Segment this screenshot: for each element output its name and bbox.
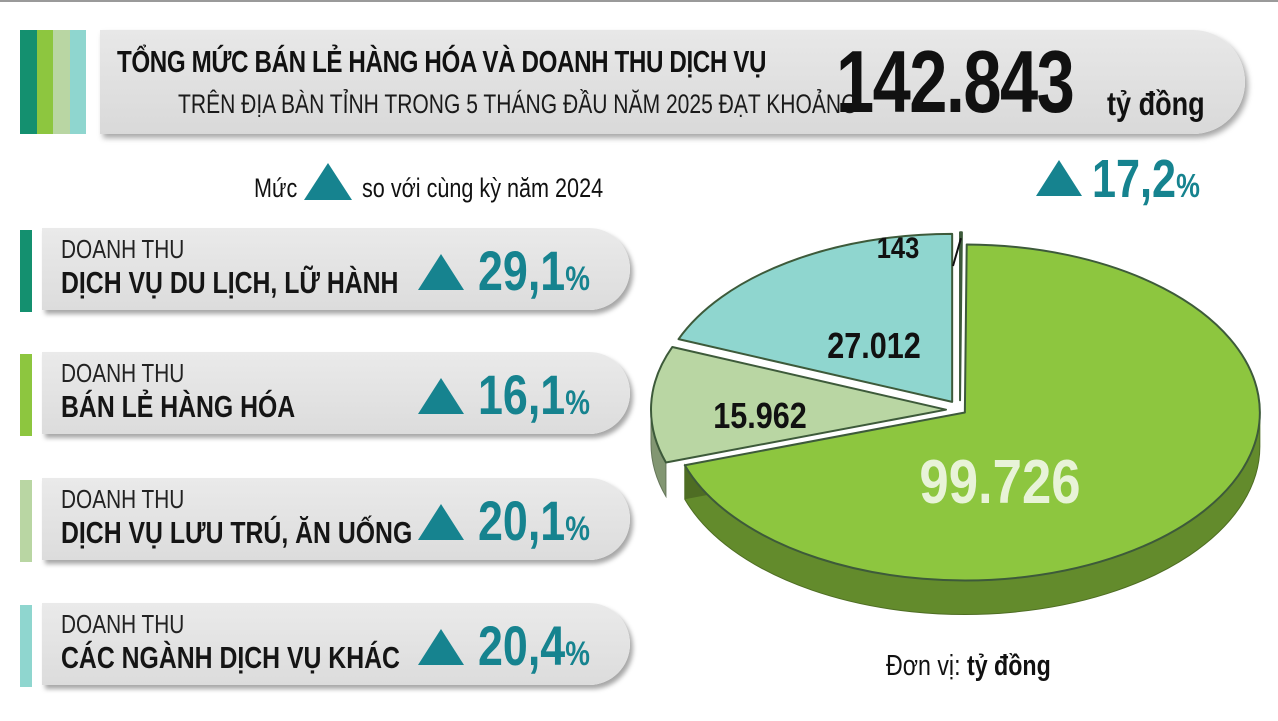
category-title: DỊCH VỤ LƯU TRÚ, ĂN UỐNG bbox=[61, 515, 413, 550]
header-title: TỔNG MỨC BÁN LẺ HÀNG HÓA VÀ DOANH THU DỊ… bbox=[117, 44, 767, 79]
category-color-bar bbox=[20, 480, 32, 562]
pie-label-1: 99.726 bbox=[919, 448, 1080, 517]
category-kicker: DOANH THU bbox=[61, 234, 185, 264]
stripe bbox=[53, 30, 70, 134]
category-row-accommodation: DOANH THU DỊCH VỤ LƯU TRÚ, ĂN UỐNG 20,1% bbox=[20, 478, 632, 564]
legend-suffix: so với cùng kỳ năm 2024 bbox=[362, 172, 604, 203]
category-kicker: DOANH THU bbox=[61, 358, 185, 388]
header-color-stripes bbox=[20, 30, 86, 134]
category-box bbox=[42, 352, 630, 434]
header-banner bbox=[100, 30, 1245, 134]
category-title: DỊCH VỤ DU LỊCH, LỮ HÀNH bbox=[61, 265, 399, 300]
total-value: 142.843 bbox=[836, 32, 1075, 131]
pie-slice-1 bbox=[683, 243, 1261, 582]
category-growth-number: 20,1 bbox=[478, 489, 566, 552]
category-row-retail: DOANH THU BÁN LẺ HÀNG HÓA 16,1% bbox=[20, 352, 632, 438]
category-title: BÁN LẺ HÀNG HÓA bbox=[61, 389, 296, 424]
header-subtitle: TRÊN ĐỊA BÀN TỈNH TRONG 5 THÁNG ĐẦU NĂM … bbox=[178, 89, 858, 119]
category-kicker: DOANH THU bbox=[61, 484, 185, 514]
up-triangle-icon bbox=[418, 378, 464, 414]
category-row-other-services: DOANH THU CÁC NGÀNH DỊCH VỤ KHÁC 20,4% bbox=[20, 603, 632, 689]
category-growth-unit: % bbox=[565, 260, 590, 298]
pie-label-3: 27.012 bbox=[827, 327, 921, 367]
pie-slice-2 bbox=[650, 345, 948, 464]
stripe bbox=[20, 30, 37, 134]
category-title: CÁC NGÀNH DỊCH VỤ KHÁC bbox=[61, 640, 400, 675]
up-triangle-icon bbox=[1036, 160, 1082, 196]
pie-slice-3 bbox=[677, 232, 954, 403]
pie-chart: 143 99.726 15.962 27.012 bbox=[650, 231, 1261, 615]
category-growth: 20,4% bbox=[478, 613, 590, 678]
total-unit: tỷ đồng bbox=[1107, 85, 1205, 122]
legend-prefix: Mức bbox=[254, 172, 298, 203]
category-growth-unit: % bbox=[565, 384, 590, 422]
stripe bbox=[36, 30, 53, 134]
category-growth-unit: % bbox=[565, 635, 590, 673]
unit-note: Đơn vị: tỷ đồng bbox=[886, 650, 1051, 683]
category-growth: 29,1% bbox=[478, 238, 590, 303]
category-growth-number: 20,4 bbox=[478, 614, 566, 677]
category-color-bar bbox=[20, 354, 32, 436]
total-growth-value: 17,2% bbox=[1092, 148, 1200, 210]
pie-label-0: 143 bbox=[877, 231, 920, 264]
pie-label-2: 15.962 bbox=[713, 397, 807, 437]
category-box bbox=[42, 228, 630, 310]
top-divider bbox=[0, 0, 1278, 2]
category-growth-number: 16,1 bbox=[478, 363, 566, 426]
category-box bbox=[42, 478, 630, 560]
up-triangle-icon bbox=[418, 504, 464, 540]
pie-callout-line bbox=[952, 237, 962, 267]
category-growth-unit: % bbox=[565, 510, 590, 548]
category-growth: 20,1% bbox=[478, 488, 590, 553]
up-triangle-icon bbox=[418, 254, 464, 290]
category-color-bar bbox=[20, 230, 32, 312]
category-box bbox=[42, 603, 630, 685]
up-triangle-icon bbox=[418, 629, 464, 665]
category-color-bar bbox=[20, 605, 32, 687]
total-growth-unit: % bbox=[1176, 168, 1200, 205]
category-growth: 16,1% bbox=[478, 362, 590, 427]
pie-slice-0 bbox=[959, 231, 963, 402]
unit-note-prefix: Đơn vị: bbox=[886, 650, 961, 682]
legend-suffix-wrap: so với cùng kỳ năm 2024 bbox=[362, 168, 663, 208]
up-triangle-icon bbox=[304, 163, 352, 200]
category-growth-number: 29,1 bbox=[478, 239, 566, 302]
category-row-tourism: DOANH THU DỊCH VỤ DU LỊCH, LỮ HÀNH 29,1% bbox=[20, 228, 632, 314]
legend: Mức bbox=[254, 168, 308, 208]
unit-note-value: tỷ đồng bbox=[966, 650, 1051, 682]
category-kicker: DOANH THU bbox=[61, 609, 185, 639]
total-growth-number: 17,2 bbox=[1092, 149, 1177, 209]
stripe bbox=[69, 30, 86, 134]
